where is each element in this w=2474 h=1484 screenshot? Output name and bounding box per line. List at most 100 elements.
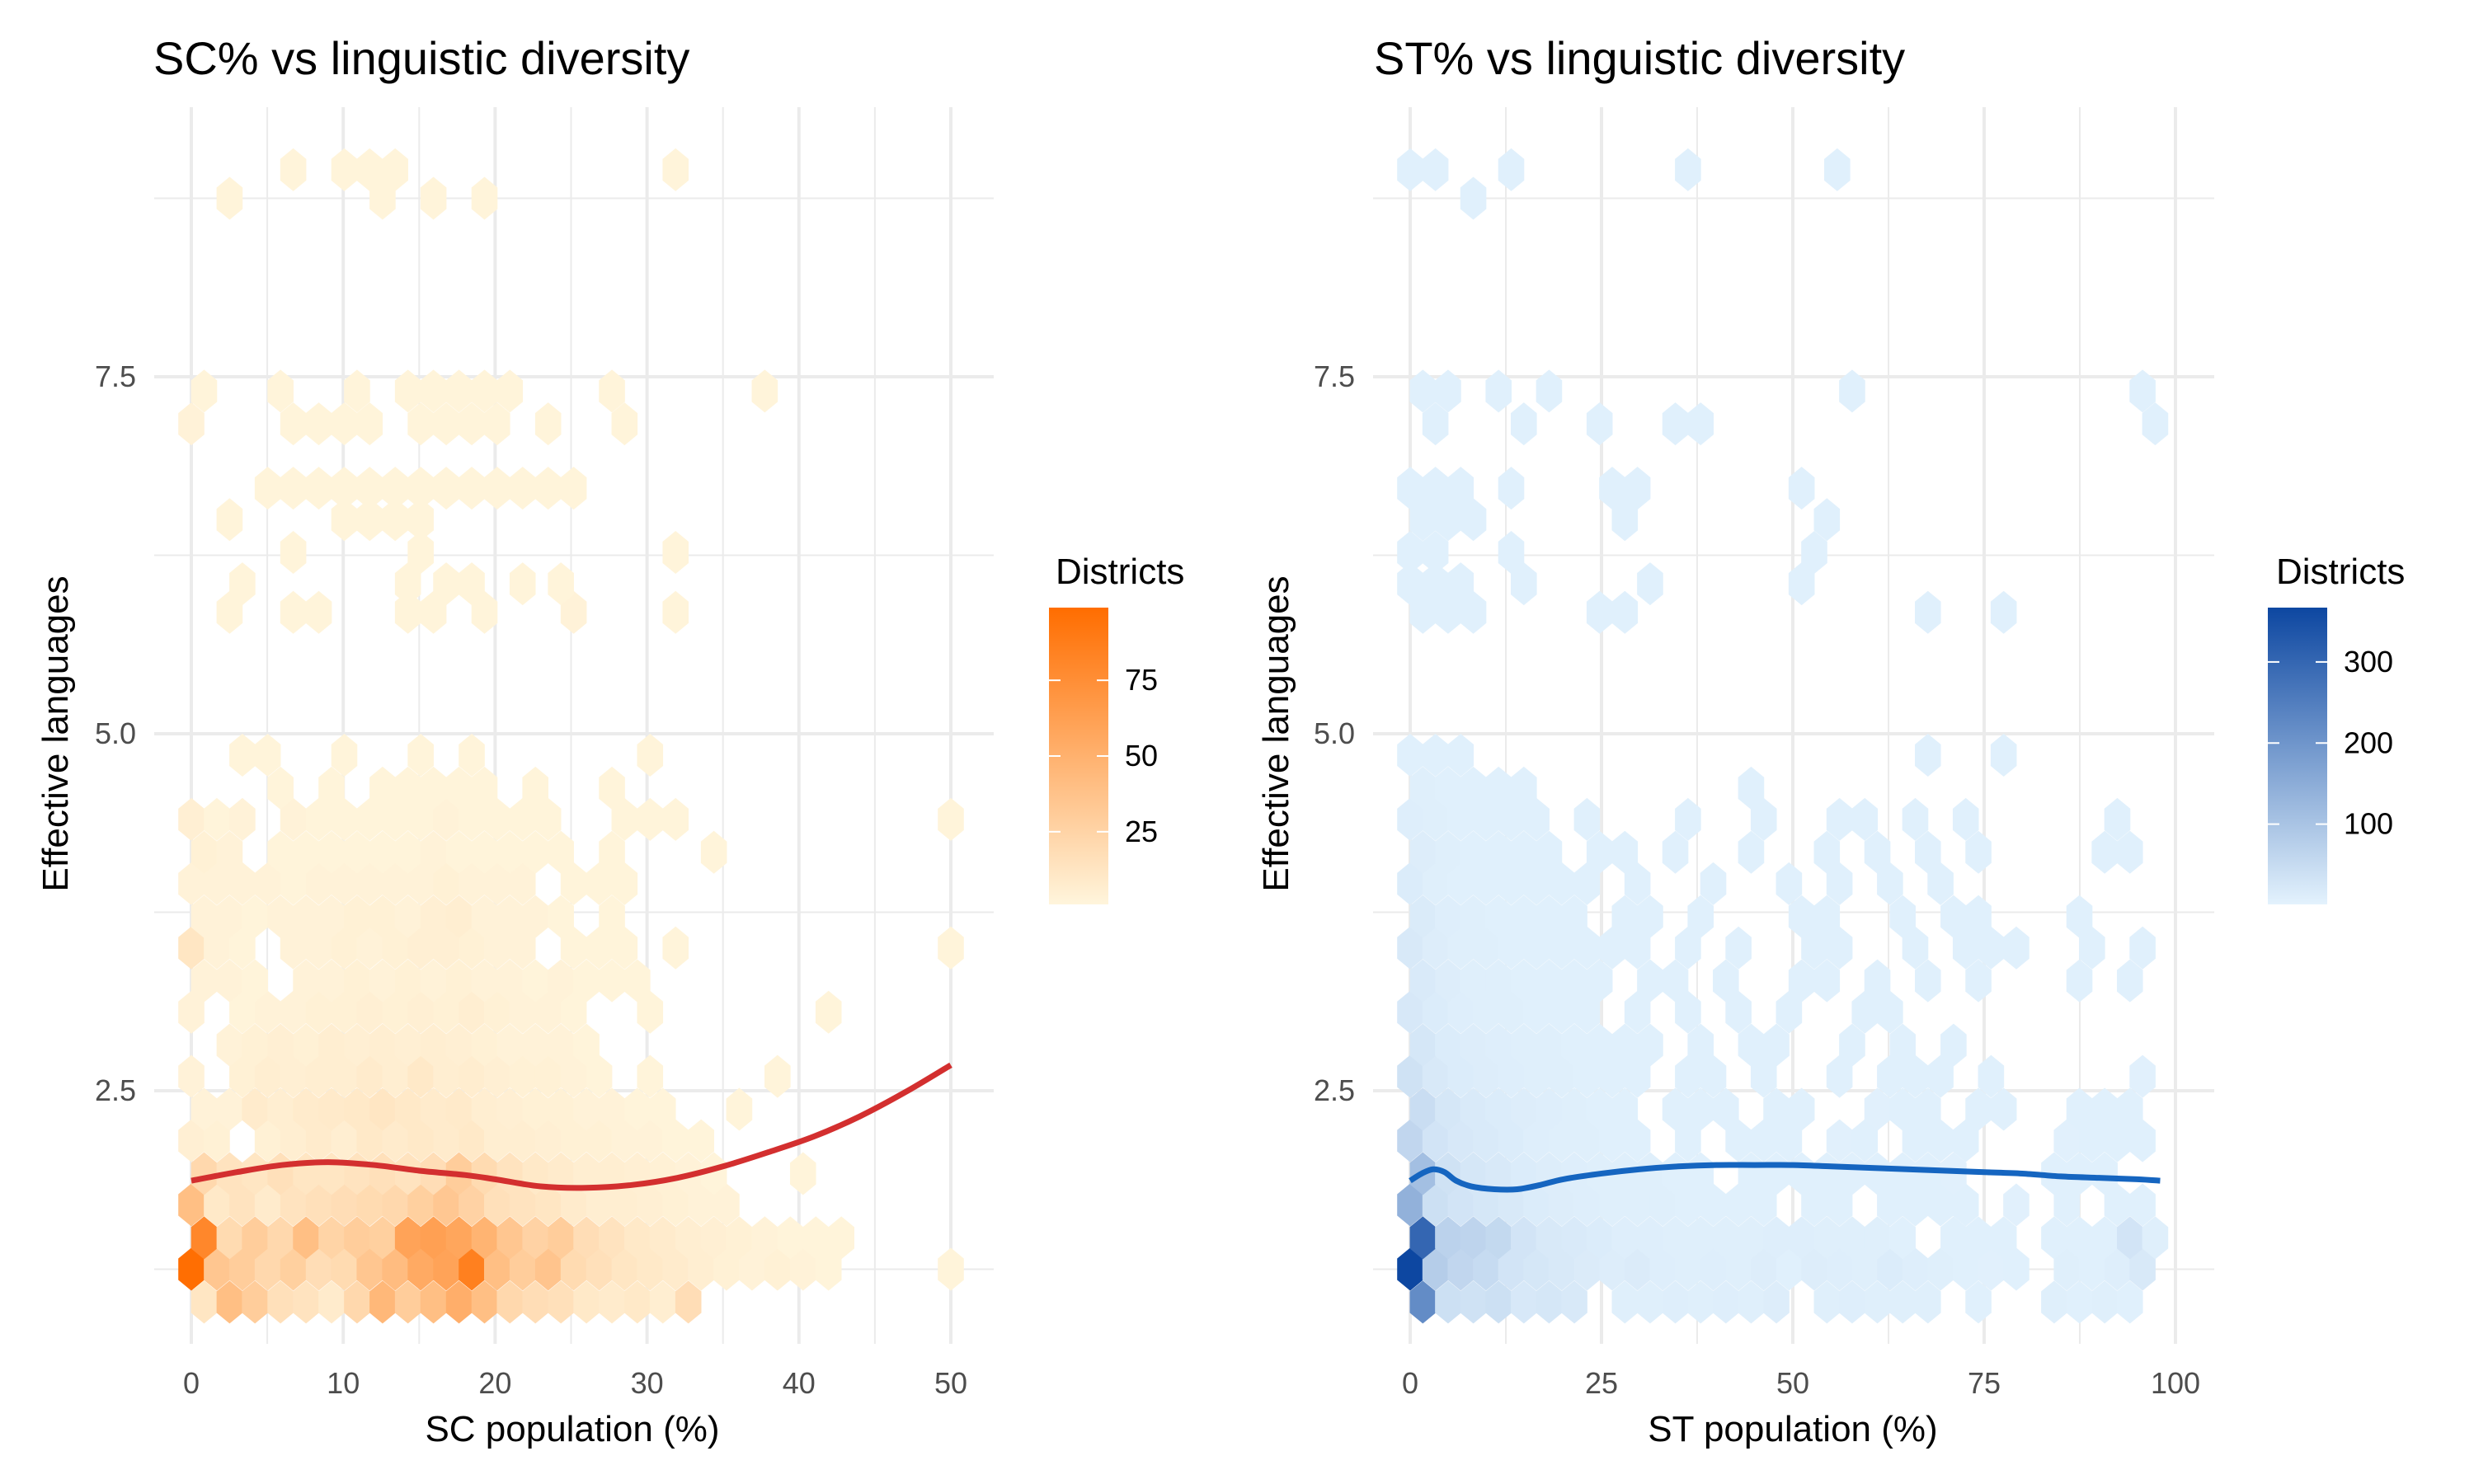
st-hexbin xyxy=(2079,1247,2105,1291)
st-y-tick-label: 5.0 xyxy=(1314,716,1355,750)
sc-hexbin xyxy=(445,1216,473,1260)
sc-hexbin xyxy=(611,1183,638,1227)
sc-hexbin xyxy=(407,797,434,841)
sc-hexbin xyxy=(534,1119,562,1162)
st-hexbin xyxy=(2116,959,2143,1003)
sc-hexbin xyxy=(267,1023,294,1067)
st-hexbin xyxy=(1611,498,1639,542)
st-hexbin xyxy=(1637,1152,1663,1195)
st-hexbin xyxy=(1447,1183,1475,1227)
sc-hexbin xyxy=(433,1119,459,1162)
sc-hexbin xyxy=(305,990,332,1034)
st-hexbin xyxy=(1965,959,1992,1003)
st-x-axis-title: ST population (%) xyxy=(1648,1409,1937,1449)
sc-hexbin xyxy=(445,1087,473,1131)
st-hexbin xyxy=(1864,1152,1891,1195)
sc-hexbin xyxy=(420,176,447,220)
st-hexbin xyxy=(2129,1054,2156,1098)
sc-hexbin xyxy=(229,862,256,905)
st-hexbin xyxy=(2091,1216,2118,1260)
sc-hexbin xyxy=(293,1280,319,1324)
sc-hexbin xyxy=(496,959,524,1003)
sc-hexbin xyxy=(560,990,587,1034)
st-hexbin xyxy=(1813,1152,1841,1195)
sc-hexbin xyxy=(305,797,332,841)
sc-hexbin xyxy=(407,1183,434,1227)
sc-hexbin xyxy=(522,830,549,874)
st-hexbin xyxy=(1902,1183,1929,1227)
st-legend-ticks: 100 200 300 xyxy=(2268,645,2393,841)
st-x-tick-label: 25 xyxy=(1585,1366,1618,1400)
sc-hexbin xyxy=(471,176,498,220)
st-hexbin xyxy=(1460,895,1487,938)
st-hexbin xyxy=(1788,467,1815,510)
st-hexbin xyxy=(1561,1023,1587,1067)
st-hexbin xyxy=(1498,531,1525,575)
sc-hexbin xyxy=(216,959,243,1003)
st-hexbin xyxy=(1511,959,1537,1003)
sc-hexbin xyxy=(662,1119,689,1162)
sc-hexbin xyxy=(496,895,524,938)
sc-hexbin xyxy=(611,1247,638,1291)
st-hexbin xyxy=(1511,562,1537,606)
st-hexbin xyxy=(1397,926,1423,970)
sc-hexbin xyxy=(331,926,358,970)
sc-hexbin xyxy=(216,1216,243,1260)
st-hexbin xyxy=(1877,862,1903,905)
st-hexbin xyxy=(1511,1087,1537,1131)
sc-hexbin xyxy=(471,1280,498,1324)
sc-hexbin xyxy=(433,562,459,606)
st-hexbin xyxy=(1750,1183,1777,1227)
st-hexbin xyxy=(1725,1183,1752,1227)
st-hexbin xyxy=(1788,562,1815,606)
sc-hexbin xyxy=(433,1247,459,1291)
st-hexbin xyxy=(1435,959,1461,1003)
st-hexbin xyxy=(1498,862,1525,905)
st-hexbin xyxy=(1914,1152,1941,1195)
st-hexbin xyxy=(1700,862,1727,905)
st-hexbin xyxy=(1978,926,2005,970)
st-hexbin xyxy=(1952,926,1979,970)
sc-hexbin xyxy=(293,830,319,874)
st-legend-tick-label: 100 xyxy=(2344,807,2393,841)
st-hexbin xyxy=(1611,1280,1639,1324)
sc-hexbin xyxy=(599,369,625,413)
sc-hexbin xyxy=(318,1087,345,1131)
st-hexbin xyxy=(1573,1247,1601,1291)
sc-hexbin xyxy=(483,1183,510,1227)
sc-hexbin xyxy=(369,959,396,1003)
st-hexbin xyxy=(1725,1119,1752,1162)
sc-hexbin xyxy=(407,402,434,446)
sc-hexbin xyxy=(331,498,358,542)
st-hexbin xyxy=(1435,895,1461,938)
sc-hexbin xyxy=(548,1087,574,1131)
st-hexbin xyxy=(1397,1183,1423,1227)
st-hexbin xyxy=(1801,531,1827,575)
sc-hexbin xyxy=(496,369,524,413)
st-hexbin xyxy=(1473,1054,1499,1098)
sc-hexbin xyxy=(938,1247,964,1291)
st-hexbin xyxy=(1422,1247,1449,1291)
st-hexbin xyxy=(1940,1023,1967,1067)
sc-hexbin xyxy=(751,1216,778,1260)
st-hexbin xyxy=(1397,1119,1423,1162)
sc-hexbin xyxy=(637,733,664,777)
sc-hexbin xyxy=(700,1216,727,1260)
st-hexbin xyxy=(1763,1023,1790,1067)
st-hexbin xyxy=(1460,176,1487,220)
sc-hexbin xyxy=(254,467,281,510)
sc-hexbin xyxy=(522,1280,549,1324)
sc-hexbin xyxy=(496,830,524,874)
st-hexbin xyxy=(1561,895,1587,938)
st-hexbin xyxy=(1914,733,1941,777)
st-hexbin xyxy=(1813,830,1841,874)
st-hexbin xyxy=(1965,895,1992,938)
sc-hexbin xyxy=(662,797,689,841)
sc-hexbin xyxy=(624,1087,651,1131)
sc-hexbin xyxy=(726,1087,753,1131)
st-hexbin xyxy=(1435,1087,1461,1131)
st-hexbin xyxy=(1889,1023,1916,1067)
st-hexbin xyxy=(1864,830,1891,874)
sc-hexbin xyxy=(611,862,638,905)
sc-hexbin xyxy=(267,1280,294,1324)
